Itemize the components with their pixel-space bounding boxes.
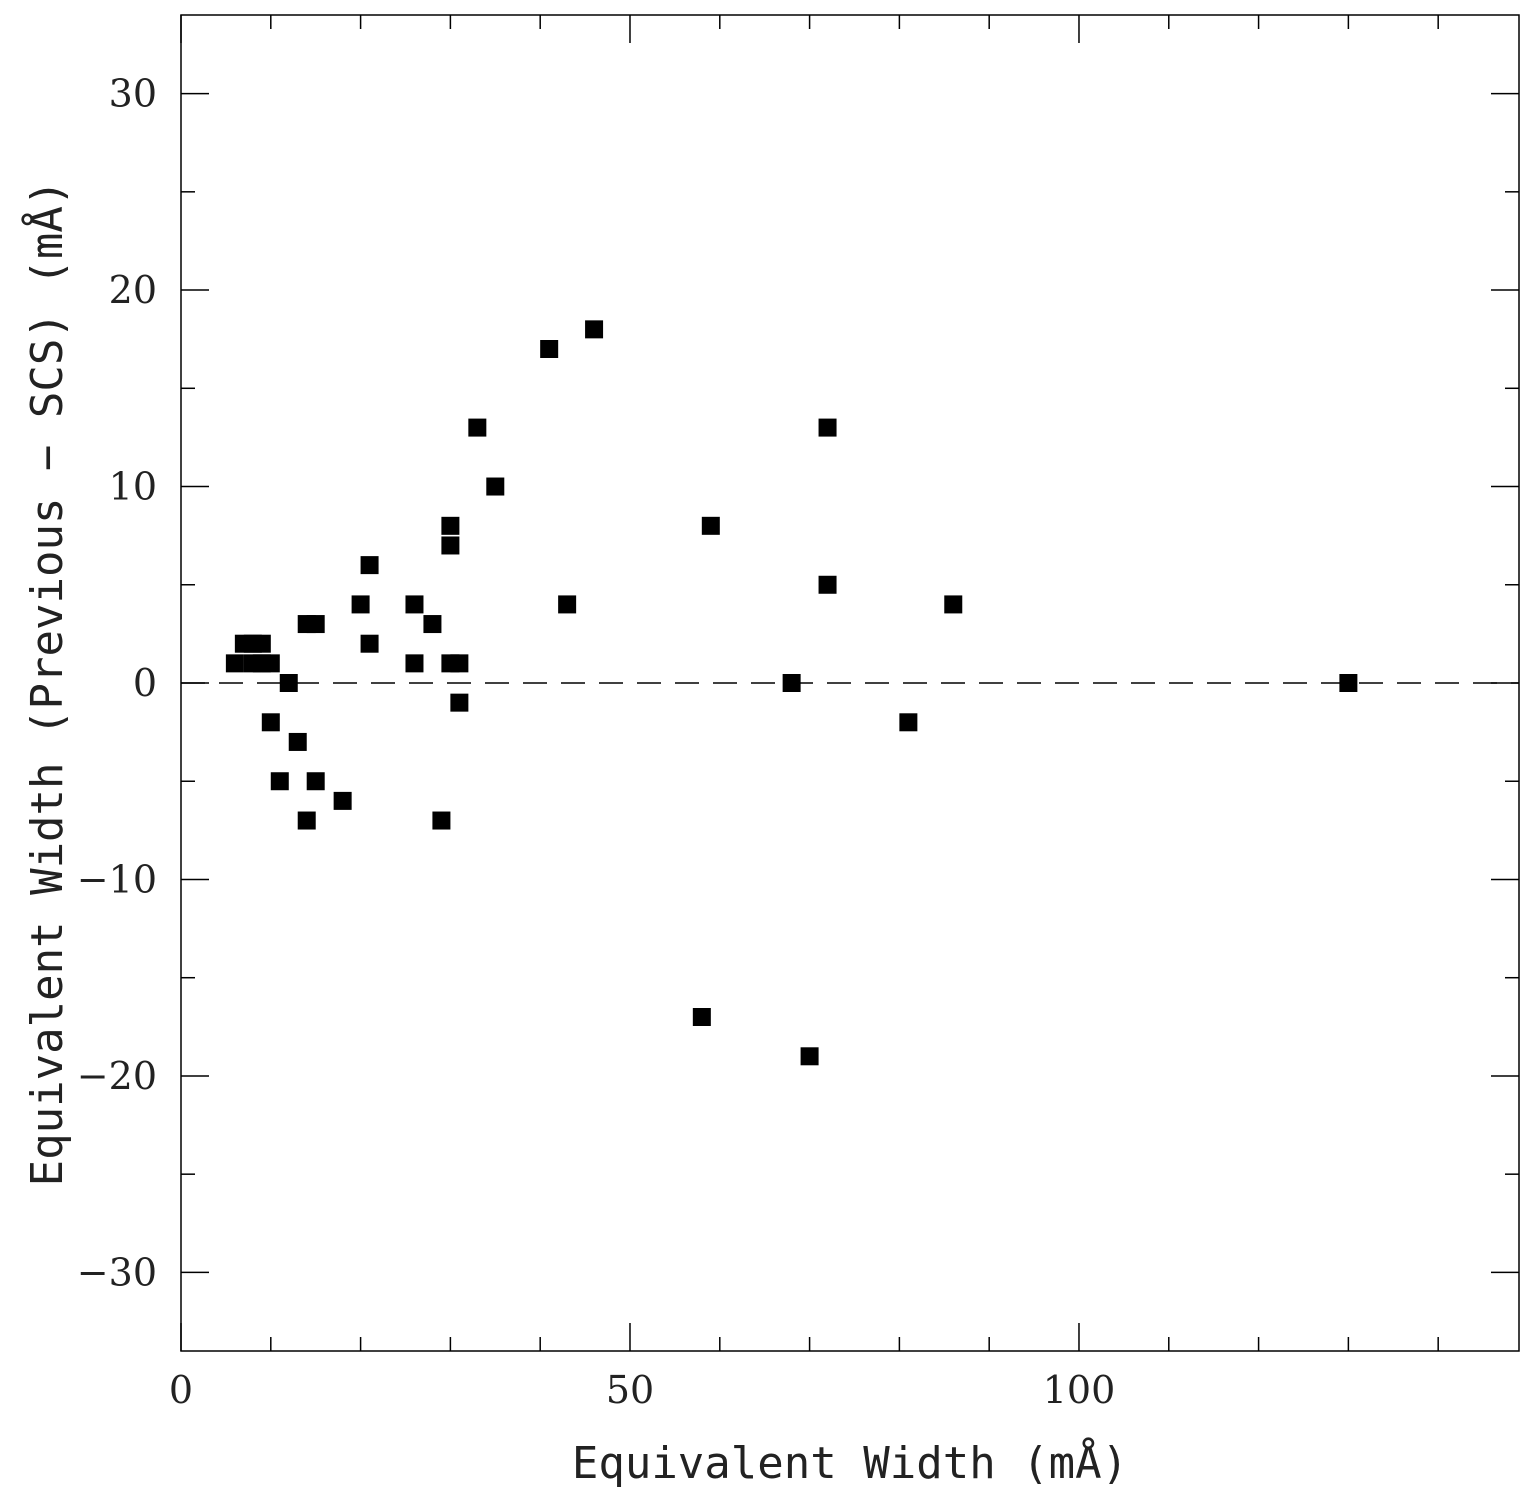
data-point <box>432 811 451 830</box>
data-point <box>441 536 460 555</box>
data-point <box>405 595 424 614</box>
data-point <box>585 320 604 339</box>
data-point <box>701 516 720 535</box>
data-point <box>1339 674 1358 692</box>
data-point <box>450 693 469 712</box>
y-axis-title: Equivalent Width (Previous − SCS) (mÅ) <box>20 180 73 1187</box>
data-point <box>306 772 325 791</box>
data-point <box>486 477 505 496</box>
data-point <box>297 811 316 830</box>
data-point <box>360 634 379 653</box>
x-tick-label: 50 <box>606 1368 654 1412</box>
data-point <box>818 418 837 437</box>
x-axis-title: Equivalent Width (mÅ) <box>572 1436 1128 1489</box>
data-point <box>288 732 307 751</box>
y-tick-label: −30 <box>77 1250 157 1294</box>
data-point <box>360 556 379 575</box>
data-point <box>782 674 801 692</box>
data-point <box>899 713 918 732</box>
data-point <box>261 654 280 673</box>
data-point <box>450 654 469 673</box>
data-point <box>225 654 244 673</box>
data-point <box>540 340 559 358</box>
data-point <box>306 615 325 634</box>
data-point <box>692 1008 711 1026</box>
x-tick-label: 0 <box>169 1368 193 1412</box>
data-point <box>558 595 577 614</box>
data-point <box>261 713 280 732</box>
data-point <box>468 418 487 437</box>
data-point <box>351 595 370 614</box>
y-tick-label: −10 <box>77 857 157 901</box>
axis-ticks <box>180 15 1519 1351</box>
data-point <box>423 615 442 634</box>
y-tick-label: 20 <box>109 268 157 312</box>
data-point <box>800 1047 819 1066</box>
data-points <box>225 320 1358 1066</box>
y-tick-label: 10 <box>109 465 157 509</box>
data-point <box>252 634 271 653</box>
y-tick-label: 30 <box>109 72 157 116</box>
y-tick-label: −20 <box>77 1054 157 1098</box>
data-point <box>333 791 352 810</box>
data-point <box>818 575 837 594</box>
data-point <box>441 516 460 535</box>
data-point <box>405 654 424 673</box>
data-point <box>944 595 963 614</box>
x-tick-label: 100 <box>1043 1368 1116 1412</box>
data-point <box>270 772 289 791</box>
y-tick-label: 0 <box>133 661 157 705</box>
data-point <box>279 674 298 692</box>
